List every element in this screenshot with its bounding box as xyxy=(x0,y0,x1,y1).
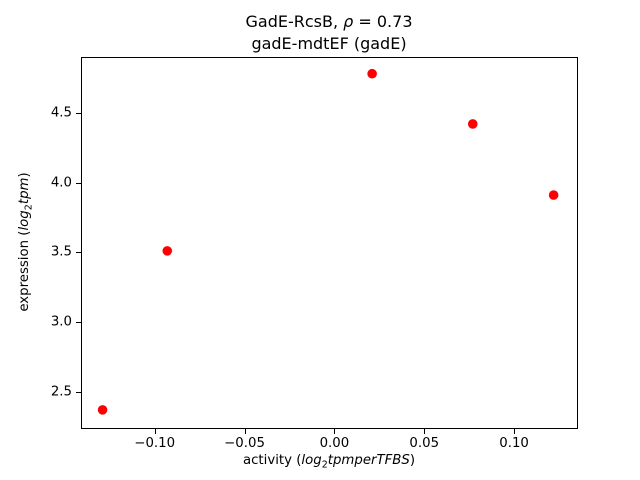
y-axis-label-rest: tpm xyxy=(16,177,32,205)
x-tick-label: 0.00 xyxy=(319,436,350,451)
y-axis-label-log: log xyxy=(16,210,32,231)
x-axis-label: activity (log2tpmperTFBS) xyxy=(81,454,577,470)
data-point xyxy=(97,405,108,415)
x-tick-label: −0.05 xyxy=(224,436,265,451)
plot-frame xyxy=(81,57,578,429)
x-tick-label: −0.10 xyxy=(134,436,176,451)
y-tick-label: 4.0 xyxy=(50,174,72,190)
chart-title-line1: GadE-RcsB, ρ = 0.73 xyxy=(81,11,577,33)
y-tick-label: 3.5 xyxy=(50,244,72,260)
x-axis-label-log: log xyxy=(301,453,322,468)
x-tick-label: 0.10 xyxy=(499,436,529,451)
chart-title: GadE-RcsB, ρ = 0.73 gadE-mdtEF (gadE) xyxy=(81,11,577,54)
y-axis-label-sub: 2 xyxy=(23,204,35,211)
y-axis-label-suffix: ) xyxy=(16,172,32,178)
x-axis-label-prefix: activity ( xyxy=(242,453,302,468)
y-tick-label: 3.0 xyxy=(50,314,72,330)
x-axis-label-rest: tpmperTFBS xyxy=(327,453,410,468)
chart-title-line1-prefix: GadE-RcsB, xyxy=(245,12,344,31)
x-tick-label: 0.05 xyxy=(409,436,440,451)
data-point xyxy=(162,246,173,256)
y-axis-label: expression (log2tpm) xyxy=(16,172,35,312)
data-point xyxy=(548,190,559,200)
data-point xyxy=(467,119,478,129)
chart-title-line2: gadE-mdtEF (gadE) xyxy=(251,33,407,53)
y-tick-label: 4.5 xyxy=(50,105,72,121)
y-tick-label: 2.5 xyxy=(50,384,72,400)
x-axis-label-sub: 2 xyxy=(321,459,328,471)
y-axis-label-prefix: expression ( xyxy=(16,230,32,312)
x-axis-label-suffix: ) xyxy=(409,453,416,468)
rho-symbol: ρ xyxy=(343,12,354,31)
chart-title-line1-suffix: = 0.73 xyxy=(353,12,413,31)
data-point xyxy=(367,68,377,79)
